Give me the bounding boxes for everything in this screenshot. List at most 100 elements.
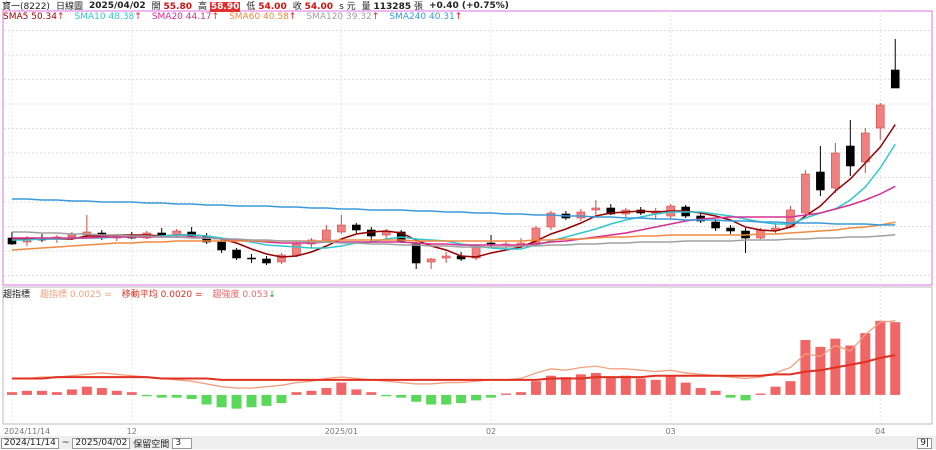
- bar: [276, 394, 287, 404]
- bar: [306, 390, 317, 395]
- bar: [156, 394, 167, 398]
- x-tick-label: 03: [666, 427, 676, 436]
- candle-body: [277, 254, 286, 263]
- legend-label: SMA5 50.34: [3, 12, 57, 22]
- close: 54.00: [304, 2, 334, 12]
- legend-item: SMA60 40.58↑: [229, 12, 296, 22]
- bar: [650, 379, 661, 395]
- bar: [51, 392, 62, 395]
- bar: [456, 394, 467, 404]
- bar: [545, 375, 556, 395]
- bar: [126, 392, 137, 395]
- high: 58.90: [209, 2, 241, 12]
- bar: [575, 374, 586, 395]
- reserve-label: 保留空間: [133, 439, 170, 450]
- legend-label: SMA240 40.31: [389, 12, 455, 22]
- bar: [411, 394, 422, 402]
- bar: [36, 390, 47, 395]
- indicator-legend: 趨指標 趨指標 0.0025 = 移動平均 0.0020 = 趨強度 0.053↓: [3, 287, 276, 300]
- stock-name: 寶一(8222): [2, 2, 50, 12]
- bar: [740, 394, 751, 401]
- bar: [680, 382, 691, 395]
- bar: [725, 394, 736, 398]
- bar: [7, 392, 17, 395]
- legend-item: SMA240 40.31↑: [389, 12, 462, 22]
- low: 54.00: [258, 2, 287, 12]
- sma-line: [12, 231, 896, 248]
- candle-body: [441, 255, 451, 259]
- end-date[interactable]: 2025/04/02: [72, 437, 131, 449]
- candle-body: [247, 257, 256, 260]
- x-tick-label: 04: [875, 427, 885, 436]
- reserve-input[interactable]: 3: [172, 437, 193, 449]
- bar: [785, 381, 796, 395]
- period: 日線圖: [55, 2, 83, 12]
- bar: [351, 389, 362, 395]
- legend-label: 移動平均 0.0020 =: [121, 290, 203, 300]
- separator: ~: [61, 438, 70, 448]
- candle-body: [337, 224, 346, 233]
- candle-body: [352, 224, 361, 231]
- bar: [426, 394, 437, 405]
- candle-body: [606, 207, 616, 215]
- close-label: 收: [292, 2, 302, 12]
- bar: [635, 378, 646, 395]
- sma-line: [11, 221, 896, 251]
- bar: [800, 340, 811, 395]
- legend-item: SMA20 44.17↑: [152, 12, 219, 22]
- candle-body: [67, 234, 77, 238]
- x-tick-label: 2025/01: [325, 427, 358, 436]
- candle-body: [890, 69, 900, 89]
- high-label: 高: [197, 2, 207, 12]
- bar: [890, 322, 901, 395]
- indicator-panel: [2, 286, 933, 425]
- legend-item: SMA10 48.38↑: [75, 12, 142, 22]
- footer: 2024/11/14 ~ 2025/04/02 保留空間 3: [1, 437, 193, 450]
- indicator-title: 趨指標: [3, 290, 31, 300]
- open-label: 開: [151, 2, 161, 12]
- start-date[interactable]: 2024/11/14: [1, 437, 59, 449]
- bar: [515, 392, 526, 395]
- candle-body: [531, 227, 541, 244]
- legend-label: 趨指標 0.0025 =: [40, 290, 112, 300]
- bar: [770, 386, 781, 395]
- legend-arrow: ↑: [211, 12, 220, 22]
- bar: [246, 394, 257, 408]
- bar: [665, 375, 676, 395]
- bar: [441, 394, 452, 405]
- bar: [605, 377, 616, 395]
- bar: [201, 394, 212, 405]
- legend-arrow: ↑: [134, 12, 142, 22]
- legend: SMA5 50.34↑ SMA10 48.38↑ SMA20 44.17↑ SMA60…: [3, 12, 462, 22]
- bar: [81, 386, 92, 395]
- legend-label: SMA60 40.58: [229, 12, 289, 22]
- low-label: 低: [246, 2, 256, 12]
- bar: [186, 394, 197, 400]
- change: +0.40 (+0.75%): [428, 0, 509, 11]
- indicator-line: [12, 354, 896, 381]
- legend-item: 趨強度 0.053↓: [213, 287, 276, 300]
- page[interactable]: 9|: [917, 437, 932, 449]
- main-panel: [2, 10, 933, 286]
- candle-body: [801, 173, 810, 214]
- bar: [171, 394, 182, 398]
- x-tick-label: 12: [127, 427, 137, 436]
- bar: [710, 390, 721, 395]
- header: 寶一(8222) 日線圖 2025/04/02 開 55.80 高 58.90 …: [2, 0, 509, 12]
- candle-body: [875, 104, 885, 129]
- bar: [216, 394, 227, 408]
- volume-unit: 張: [413, 2, 423, 12]
- bar: [501, 393, 512, 395]
- legend-label: SMA120 39.32: [306, 12, 372, 22]
- candle-body: [831, 152, 840, 189]
- candle-body: [187, 231, 196, 237]
- bar: [111, 390, 122, 395]
- legend-label: SMA10 48.38: [74, 12, 135, 22]
- bar: [291, 392, 302, 395]
- x-tick-label: 02: [486, 427, 496, 436]
- bar: [396, 394, 407, 398]
- candle-body: [217, 241, 226, 251]
- legend-arrow: ↓: [268, 290, 276, 300]
- legend-arrow: ↑: [371, 12, 380, 22]
